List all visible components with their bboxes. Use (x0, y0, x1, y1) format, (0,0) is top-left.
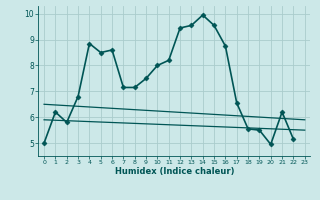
X-axis label: Humidex (Indice chaleur): Humidex (Indice chaleur) (115, 167, 234, 176)
